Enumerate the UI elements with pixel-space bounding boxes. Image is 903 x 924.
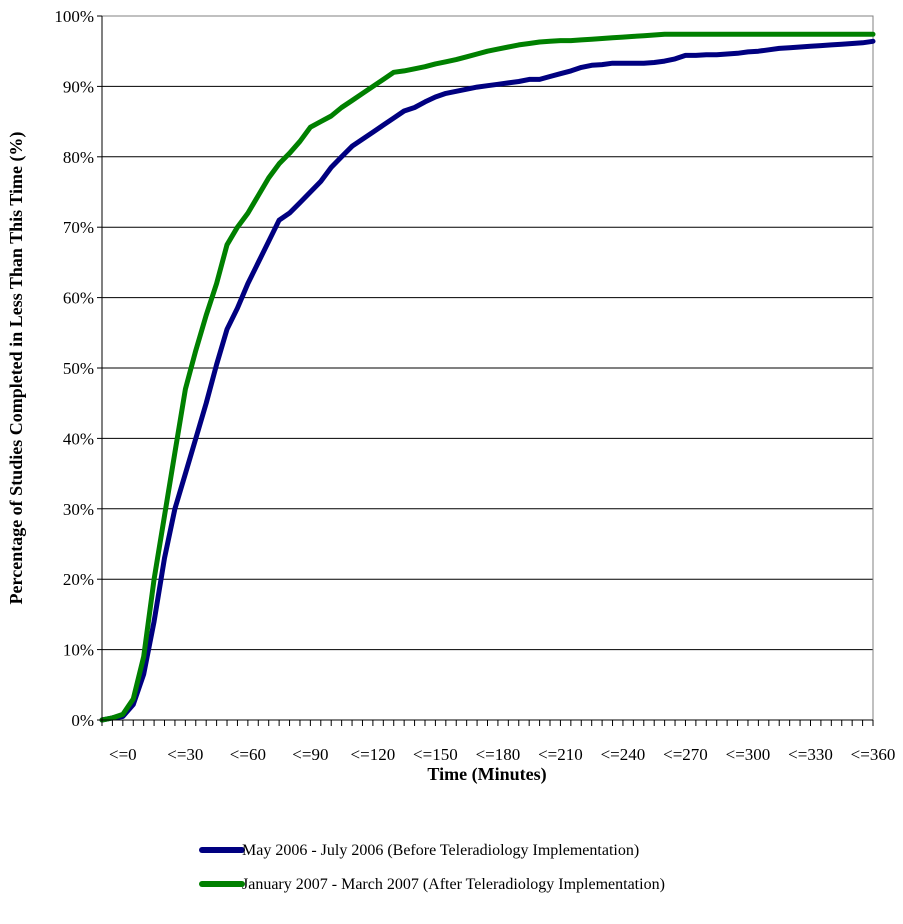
x-tick-label: <=30 — [167, 745, 203, 764]
x-tick-label: <=180 — [476, 745, 521, 764]
x-tick-label: <=120 — [351, 745, 396, 764]
series-line-2 — [99, 31, 876, 723]
legend: May 2006 - July 2006 (Before Teleradiolo… — [199, 842, 665, 893]
series-layer — [99, 31, 876, 723]
y-tick-label: 80% — [63, 148, 94, 167]
y-tick-label: 30% — [63, 500, 94, 519]
x-tick-label: <=210 — [538, 745, 583, 764]
y-tick-label: 20% — [63, 570, 94, 589]
y-tick-label: 100% — [54, 7, 94, 26]
x-tick-label: <=300 — [726, 745, 771, 764]
y-tick-label: 90% — [63, 77, 94, 96]
y-tick-label: 0% — [71, 711, 94, 730]
y-axis-title: Percentage of Studies Completed in Less … — [6, 132, 27, 605]
x-tick-label: <=240 — [601, 745, 646, 764]
x-tick-label: <=0 — [109, 745, 137, 764]
x-tick-label: <=330 — [788, 745, 833, 764]
x-tick-label: <=60 — [230, 745, 266, 764]
x-tick-label: <=270 — [663, 745, 708, 764]
series-line-1 — [99, 38, 876, 723]
y-tick-label: 10% — [63, 641, 94, 660]
y-tick-label: 60% — [63, 289, 94, 308]
x-tick-label: <=90 — [292, 745, 328, 764]
legend-label-1: May 2006 - July 2006 (Before Teleradiolo… — [242, 842, 639, 859]
x-axis-title: Time (Minutes) — [427, 764, 546, 785]
legend-label-2: January 2007 - March 2007 (After Telerad… — [242, 876, 665, 893]
x-tick-label: <=360 — [851, 745, 896, 764]
y-tick-label: 50% — [63, 359, 94, 378]
y-tick-label: 40% — [63, 429, 94, 448]
axis-layer: 0% 10% 20% 30% 40% 50% 60% 70% 80% 90% 100% <=0 <=30… — [54, 7, 895, 764]
x-tick-label: <=150 — [413, 745, 458, 764]
y-tick-label: 70% — [63, 218, 94, 237]
